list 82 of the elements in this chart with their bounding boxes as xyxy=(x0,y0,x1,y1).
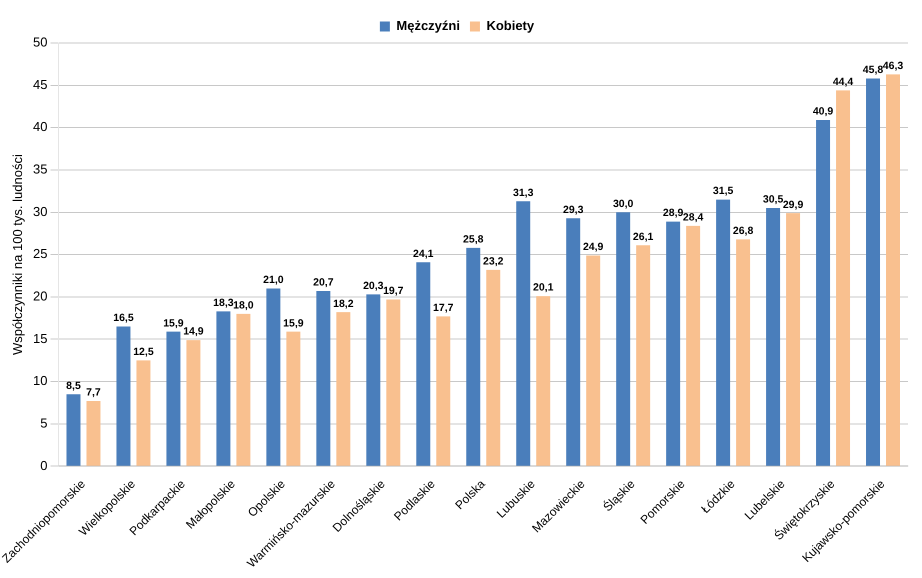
y-tick-label: 50 xyxy=(33,34,48,50)
data-label: 17,7 xyxy=(433,302,454,314)
y-tick-label: 25 xyxy=(33,246,48,262)
bar xyxy=(236,314,250,466)
bar xyxy=(436,316,450,466)
bar xyxy=(766,208,780,466)
bar xyxy=(736,239,750,466)
data-label: 46,3 xyxy=(882,60,904,72)
bar xyxy=(266,288,280,466)
data-label: 24,9 xyxy=(582,241,604,254)
y-tick-label: 10 xyxy=(33,373,48,388)
bar xyxy=(336,312,350,466)
data-label: 20,7 xyxy=(313,276,334,289)
bar xyxy=(186,340,200,466)
data-label: 28,9 xyxy=(662,207,684,220)
data-label: 18,0 xyxy=(233,299,254,312)
bar xyxy=(516,201,530,466)
bar xyxy=(616,212,630,466)
bar xyxy=(366,294,380,466)
bar xyxy=(886,74,900,466)
y-tick-label: 15 xyxy=(33,330,48,346)
data-label: 40,9 xyxy=(812,106,834,118)
data-label: 23,2 xyxy=(483,255,504,268)
bar xyxy=(286,332,300,466)
data-label: 15,9 xyxy=(283,317,304,330)
data-label: 18,2 xyxy=(333,298,354,310)
bar xyxy=(586,255,600,466)
data-label: 18,3 xyxy=(213,296,234,309)
y-axis-title: Współczynniki na 100 tys. ludności xyxy=(10,154,25,356)
data-label: 45,8 xyxy=(862,64,884,76)
data-label: 31,5 xyxy=(712,185,734,198)
data-label: 25,8 xyxy=(463,233,484,246)
data-label: 30,0 xyxy=(612,198,634,210)
bar xyxy=(666,222,680,466)
bar xyxy=(686,226,700,466)
data-label: 20,1 xyxy=(532,282,554,294)
data-label: 16,5 xyxy=(113,312,134,324)
bar xyxy=(66,394,80,466)
legend-label: Mężczyźni xyxy=(396,18,460,34)
y-tick-label: 5 xyxy=(40,415,48,430)
bar xyxy=(536,296,550,466)
data-label: 30,5 xyxy=(762,194,784,206)
bar xyxy=(216,311,230,466)
bar xyxy=(86,401,100,466)
data-label: 29,9 xyxy=(782,198,804,211)
bar xyxy=(466,248,480,466)
bar xyxy=(816,120,830,466)
bar xyxy=(636,245,650,466)
data-label: 28,4 xyxy=(682,211,704,224)
y-tick-label: 40 xyxy=(33,119,48,134)
data-label: 29,3 xyxy=(562,204,584,216)
data-label: 12,5 xyxy=(133,346,154,358)
data-label: 15,9 xyxy=(163,317,184,330)
data-label: 24,1 xyxy=(413,248,434,260)
bar xyxy=(836,90,850,466)
y-tick-label: 20 xyxy=(33,288,48,304)
data-label: 8,5 xyxy=(66,380,81,392)
data-label: 14,9 xyxy=(183,326,204,338)
bar xyxy=(386,299,400,466)
y-tick-label: 35 xyxy=(33,162,48,177)
data-label: 31,3 xyxy=(513,186,534,199)
bar xyxy=(136,360,150,466)
legend-label: Kobiety xyxy=(486,18,535,34)
bar xyxy=(786,213,800,466)
bar xyxy=(566,218,580,466)
data-label: 26,8 xyxy=(732,225,754,238)
bar xyxy=(716,200,730,466)
bar xyxy=(116,326,130,466)
bar xyxy=(416,262,430,466)
y-tick-label: 45 xyxy=(33,76,48,92)
data-label: 21,0 xyxy=(263,274,284,286)
y-tick-label: 0 xyxy=(40,458,48,473)
y-tick-label: 30 xyxy=(33,204,48,219)
bar xyxy=(166,332,180,466)
data-label: 26,1 xyxy=(632,230,654,243)
data-label: 44,4 xyxy=(832,76,854,88)
bar xyxy=(866,78,880,466)
bar xyxy=(486,270,500,466)
bar xyxy=(316,291,330,466)
data-label: 19,7 xyxy=(383,285,404,298)
data-label: 7,7 xyxy=(86,386,101,399)
data-label: 20,3 xyxy=(363,280,384,292)
